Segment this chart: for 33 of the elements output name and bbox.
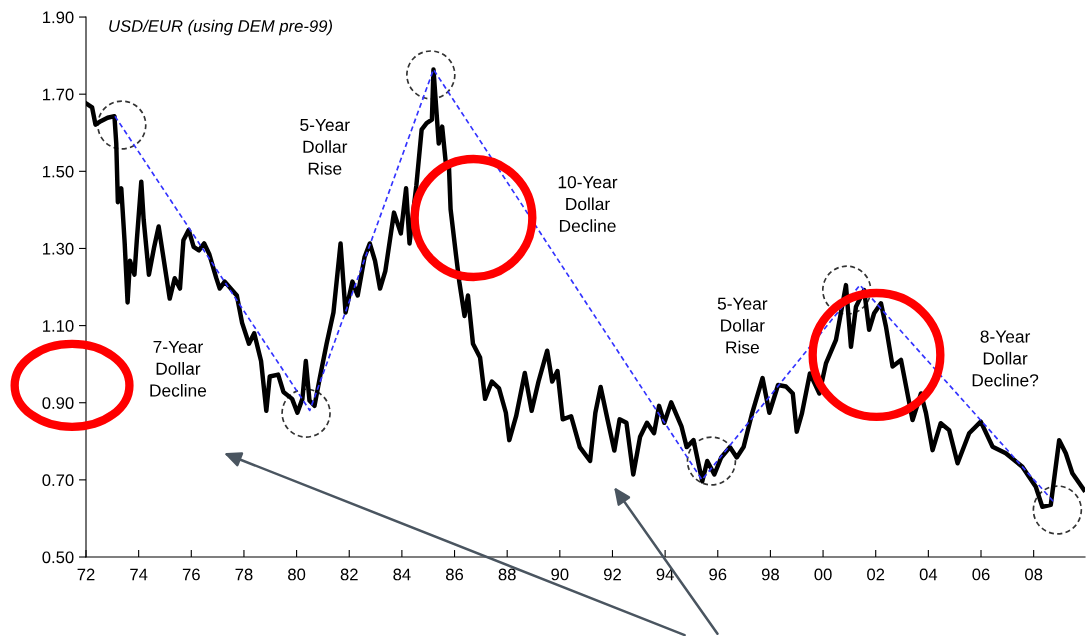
y-tick-label: 0.50 xyxy=(42,551,74,564)
x-tick-label: 92 xyxy=(603,568,621,581)
chart-title: USD/EUR (using DEM pre-99) xyxy=(109,19,333,36)
annotation: 10-Year Dollar Decline xyxy=(558,176,618,232)
x-tick-label: 96 xyxy=(709,568,727,581)
x-tick-label: 08 xyxy=(1025,568,1043,581)
x-tick-label: 86 xyxy=(445,568,464,581)
x-tick-label: 98 xyxy=(761,568,779,581)
x-tick-label: 88 xyxy=(498,568,516,581)
x-tick-label: 02 xyxy=(867,568,885,581)
x-tick-label: 80 xyxy=(288,568,306,581)
y-tick-label: 0.70 xyxy=(42,474,74,487)
x-tick-label: 72 xyxy=(77,568,95,581)
y-tick-label: 1.30 xyxy=(43,242,74,255)
x-tick-label: 78 xyxy=(235,568,253,581)
x-tick-label: 00 xyxy=(814,568,832,581)
x-tick-label: 06 xyxy=(972,568,990,581)
y-tick-label: 1.10 xyxy=(43,320,74,332)
x-tick-label: 76 xyxy=(182,568,200,581)
annotation: 8-Year Dollar Decline? xyxy=(972,330,1039,387)
y-tick-label: 1.90 xyxy=(43,11,74,24)
x-tick-label: 04 xyxy=(919,568,938,581)
annotation: 7-Year Dollar Decline xyxy=(150,340,207,397)
x-tick-label: 90 xyxy=(551,568,569,581)
annotation: 5-Year Dollar Rise xyxy=(717,297,768,354)
x-tick-label: 82 xyxy=(340,568,358,581)
x-tick-label: 74 xyxy=(130,568,148,581)
y-tick-label: 0.90 xyxy=(42,397,74,409)
y-tick-label: 1.70 xyxy=(43,88,74,101)
x-tick-label: 84 xyxy=(393,568,411,581)
x-tick-label: 94 xyxy=(656,568,674,581)
y-tick-label: 1.50 xyxy=(43,165,74,178)
annotation: 5-Year Dollar Rise xyxy=(300,118,350,175)
